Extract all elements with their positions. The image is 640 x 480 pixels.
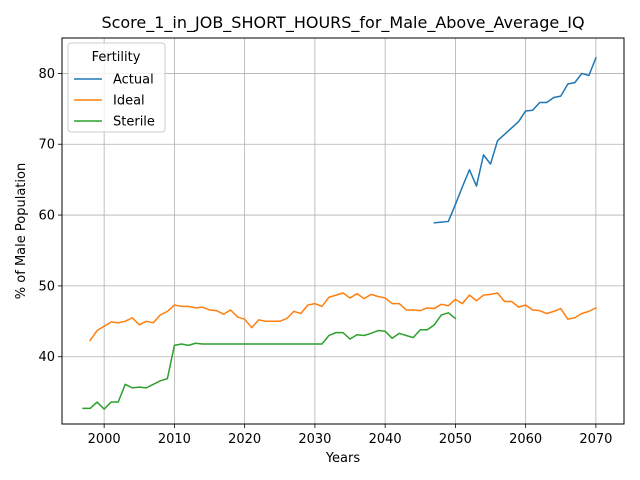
y-tick-label: 80 <box>38 67 55 82</box>
series-layer <box>82 56 597 410</box>
legend-box <box>67 42 166 133</box>
y-axis: 40 50 60 70 80 <box>38 67 62 365</box>
y-tick-label: 70 <box>38 138 55 153</box>
x-tick-label: 2020 <box>228 432 261 447</box>
x-axis-title: Years <box>325 451 361 466</box>
x-tick-label: 2060 <box>509 432 542 447</box>
x-tick-label: 2000 <box>88 432 121 447</box>
x-tick-label: 2030 <box>298 432 331 447</box>
plot-frame <box>61 37 625 425</box>
legend-label-actual: Actual <box>113 73 154 88</box>
y-tick-label: 40 <box>38 350 55 365</box>
y-tick-label: 50 <box>38 279 55 294</box>
series-line-actual <box>433 56 597 224</box>
legend: Fertility Actual Ideal Sterile <box>67 42 166 133</box>
legend-title: Fertility <box>92 50 141 65</box>
legend-label-ideal: Ideal <box>113 94 145 109</box>
legend-label-sterile: Sterile <box>113 115 155 130</box>
chart-title: Score_1_in_JOB_SHORT_HOURS_for_Male_Abov… <box>101 13 584 33</box>
series-line-ideal <box>89 292 597 342</box>
series-line-sterile <box>82 312 457 410</box>
x-tick-label: 2010 <box>158 432 191 447</box>
x-tick-label: 2040 <box>369 432 402 447</box>
x-axis: 2000 2010 2020 2030 2040 2050 2060 2070 <box>88 424 612 447</box>
x-tick-label: 2070 <box>579 432 612 447</box>
x-tick-label: 2050 <box>439 432 472 447</box>
y-axis-title: % of Male Population <box>14 163 29 299</box>
y-tick-label: 60 <box>38 209 55 224</box>
